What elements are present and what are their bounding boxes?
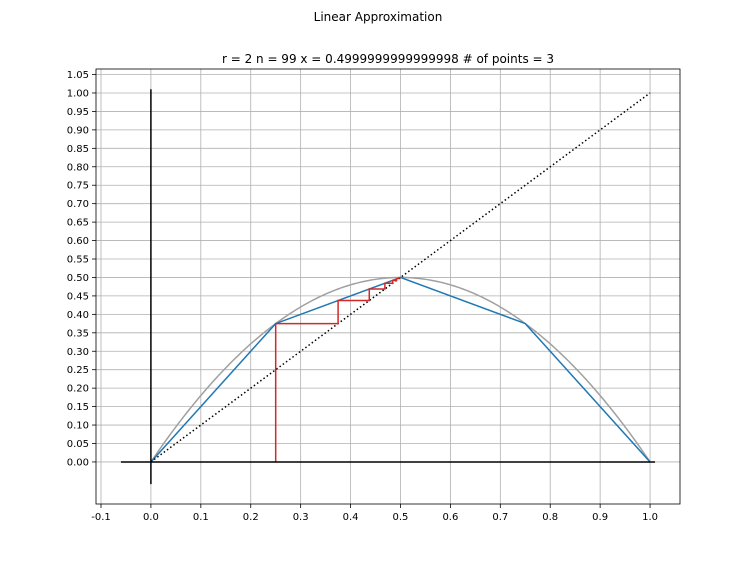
x-tick-label: 0.6 [442, 512, 458, 523]
x-tick-label: -0.1 [91, 512, 111, 523]
y-tick-label: 0.60 [67, 236, 89, 247]
figure-suptitle: Linear Approximation [313, 10, 443, 24]
y-tick-label: 0.35 [67, 328, 89, 339]
y-tick-label: 0.25 [67, 365, 89, 376]
y-tick-label: 0.80 [67, 162, 89, 173]
x-tick-label: 0.9 [592, 512, 608, 523]
y-tick-label: 0.70 [67, 199, 89, 210]
x-tick-label: 1.0 [642, 512, 658, 523]
y-tick-label: 0.15 [67, 402, 89, 413]
x-tick-label: 0.2 [243, 512, 259, 523]
y-tick-label: 0.40 [67, 310, 89, 321]
y-tick-label: 1.05 [67, 70, 89, 81]
x-tick-label: 0.5 [393, 512, 409, 523]
y-tick-label: 0.95 [67, 107, 89, 118]
y-tick-label: 0.90 [67, 125, 89, 136]
x-tick-label: 0.0 [143, 512, 159, 523]
y-tick-label: 0.05 [67, 439, 89, 450]
y-tick-label: 0.55 [67, 255, 89, 266]
y-tick-label: 0.20 [67, 384, 89, 395]
x-tick-label: 0.3 [293, 512, 309, 523]
y-tick-label: 0.65 [67, 218, 89, 229]
y-tick-label: 0.75 [67, 181, 89, 192]
series-cobweb [274, 276, 401, 462]
x-tick-label: 0.4 [343, 512, 359, 523]
y-tick-label: 1.00 [67, 88, 89, 99]
y-tick-label: 0.00 [67, 457, 89, 468]
y-tick-label: 0.30 [67, 347, 89, 358]
y-tick-label: 0.45 [67, 291, 89, 302]
axes-frame [95, 68, 681, 505]
x-tick-label: 0.7 [492, 512, 508, 523]
x-tick-label: 0.1 [193, 512, 209, 523]
series-identity [150, 92, 651, 463]
y-tick-label: 0.10 [67, 421, 89, 432]
y-tick-label: 0.85 [67, 144, 89, 155]
chart-title: r = 2 n = 99 x = 0.4999999999999998 # of… [221, 52, 555, 66]
y-tick-label: 0.50 [67, 273, 89, 284]
x-tick-label: 0.8 [542, 512, 558, 523]
